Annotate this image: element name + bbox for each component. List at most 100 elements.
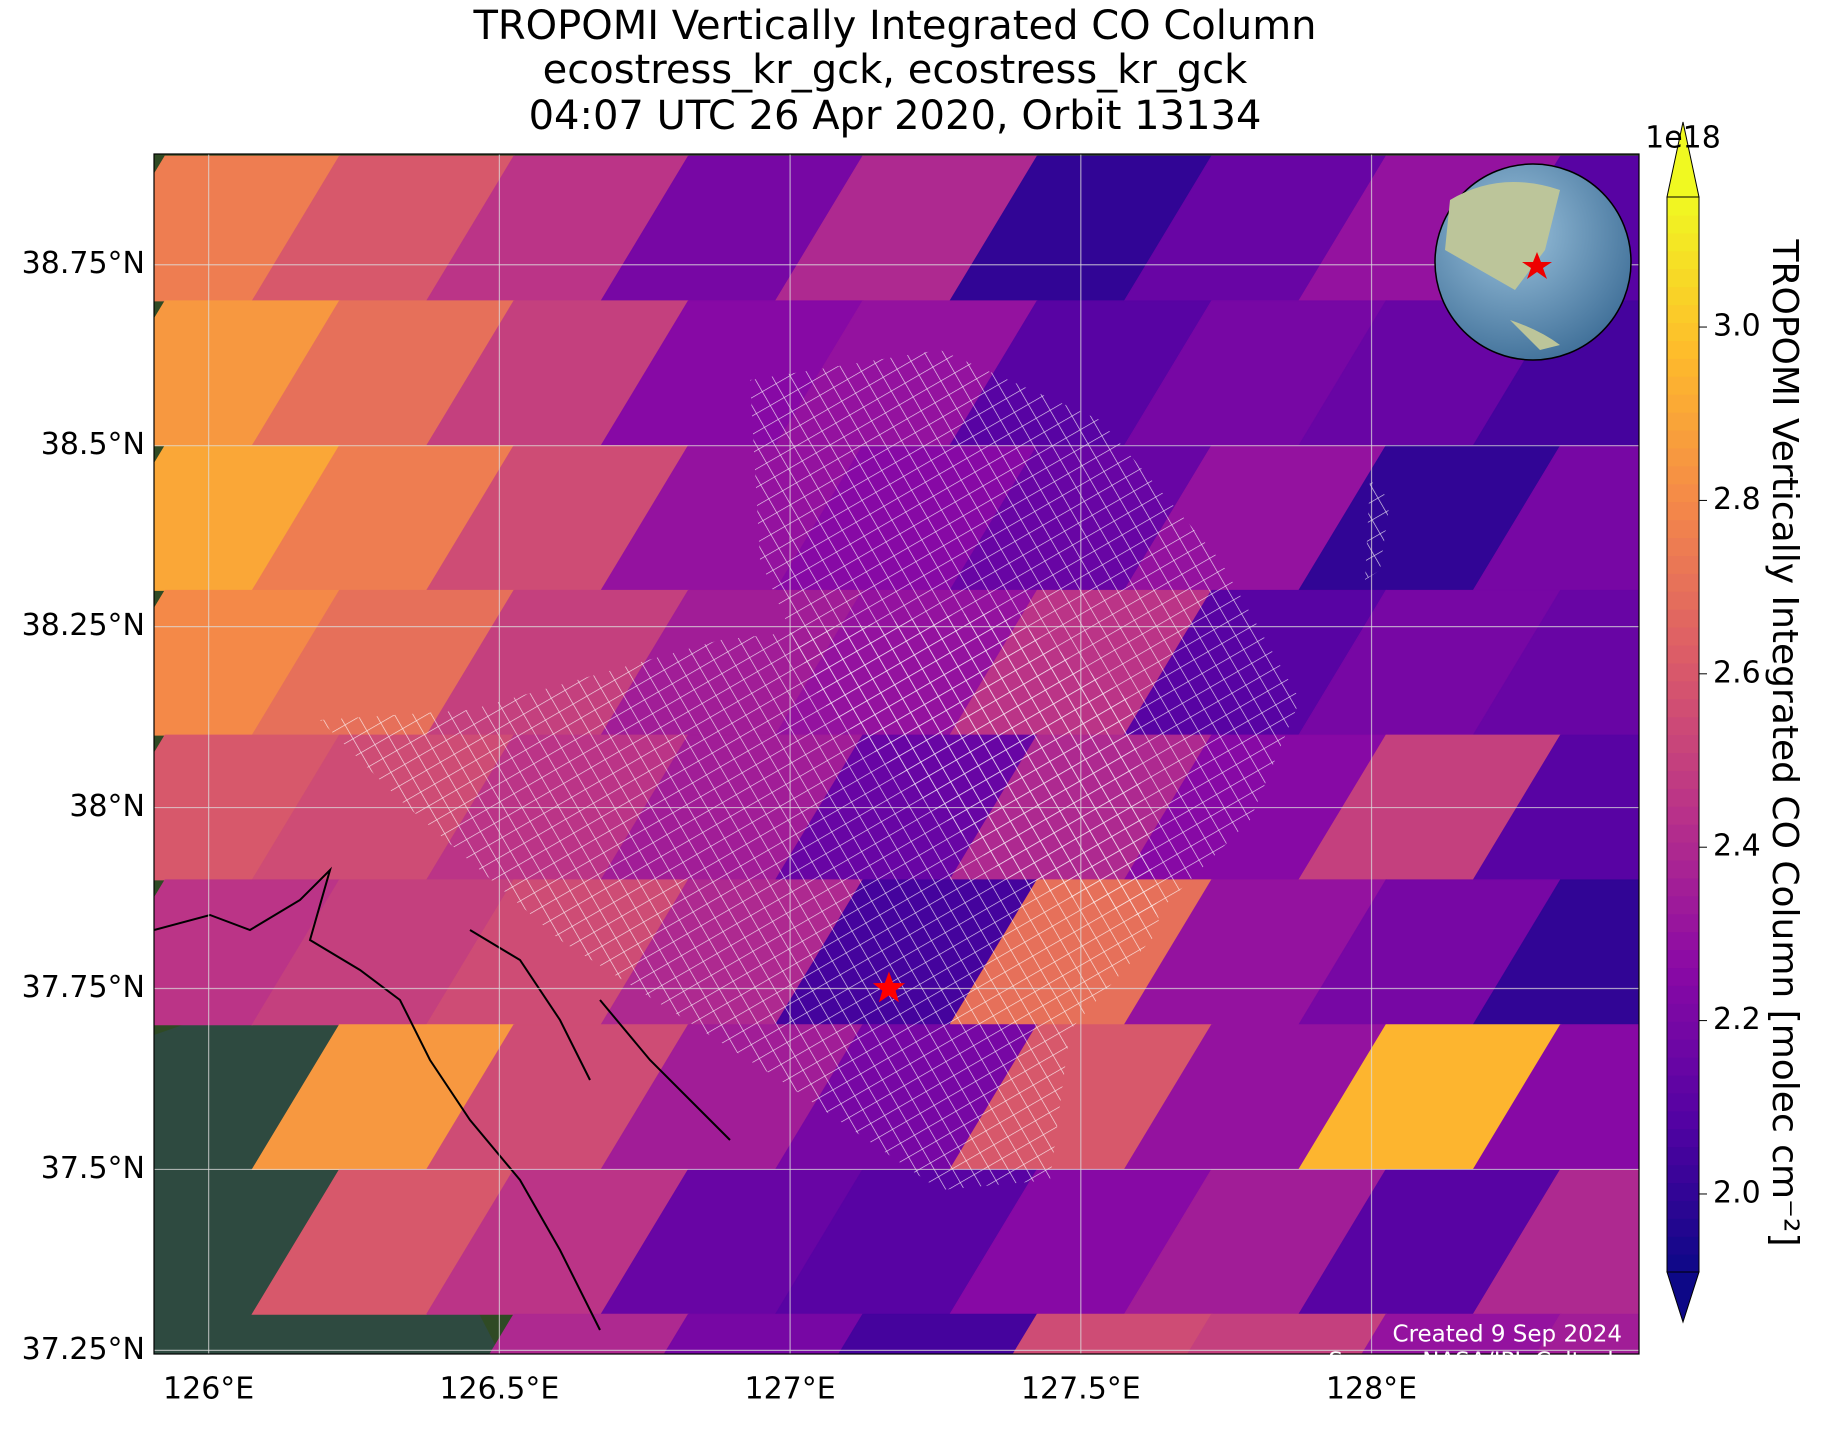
colorbar-extend-bottom — [1666, 1271, 1700, 1324]
cell — [838, 1313, 1039, 1354]
colorbar-segment — [1667, 197, 1699, 216]
cell — [663, 1313, 864, 1354]
inset-globe — [1434, 163, 1632, 361]
cell — [489, 1313, 690, 1354]
cell — [1361, 1313, 1562, 1354]
colorbar-segment — [1667, 501, 1699, 521]
colorbar-segment — [1667, 1200, 1699, 1219]
colorbar-segment — [1667, 322, 1699, 341]
colorbar-segment — [1667, 1057, 1699, 1076]
colorbar-segment — [1667, 877, 1699, 897]
colorbar-segment — [1667, 1182, 1699, 1201]
colorbar-segment — [1667, 1110, 1699, 1130]
colorbar-segment — [1667, 429, 1699, 449]
colorbar-tick-label: 2.6 — [1713, 655, 1761, 690]
title-line: 04:07 UTC 26 Apr 2020, Orbit 13134 — [529, 93, 1262, 139]
colorbar-tick-label: 2.4 — [1713, 829, 1761, 864]
colorbar-segment — [1667, 1074, 1699, 1094]
colorbar-segment — [1667, 698, 1699, 718]
colorbar-segment — [1667, 1164, 1699, 1184]
colorbar-segment — [1667, 1003, 1699, 1022]
colorbar-segment — [1667, 214, 1699, 234]
colorbar-segment — [1667, 1039, 1699, 1058]
colorbar-segment — [1667, 734, 1699, 754]
colorbar-segment — [1667, 842, 1699, 861]
colorbar-scale: 1e18 — [1645, 121, 1721, 156]
colorbar-segment — [1667, 412, 1699, 431]
colorbar-segment — [1667, 1092, 1699, 1112]
colorbar-tick-label: 2.0 — [1713, 1175, 1761, 1210]
colorbar-segment — [1667, 913, 1699, 933]
colorbar-tick-label: 3.0 — [1713, 309, 1761, 344]
coastline — [154, 866, 731, 1331]
colorbar-segment — [1667, 967, 1699, 986]
colorbar-frame — [1666, 196, 1700, 1273]
colorbar-segment — [1667, 680, 1699, 700]
y-tick-label: 37.5°N — [41, 1151, 145, 1186]
colorbar-segment — [1667, 788, 1699, 807]
colorbar: 2.0 2.2 2.4 2.6 2.8 3.0 — [1666, 121, 1761, 1324]
colorbar-segment — [1667, 949, 1699, 969]
colorbar-segment — [1667, 537, 1699, 556]
colorbar-segment — [1667, 859, 1699, 879]
colorbar-label: TROPOMI Vertically Integrated CO Column … — [1764, 238, 1805, 1246]
axis-ticks: 126°E 126.5°E 127°E 127.5°E 128°E 37.25°N 37.5… — [22, 246, 1417, 1406]
y-tick-label: 37.75°N — [22, 970, 145, 1005]
colorbar-segment — [1667, 752, 1699, 771]
colorbar-segment — [1667, 376, 1699, 395]
cell — [1472, 1024, 1639, 1170]
y-tick-label: 38°N — [69, 789, 145, 824]
colorbar-segment — [1667, 232, 1699, 252]
colorbar-segment — [1667, 483, 1699, 503]
colorbar-segment — [1667, 824, 1699, 843]
colorbar-segment — [1667, 268, 1699, 288]
colorbar-segment — [1667, 644, 1699, 664]
colorbar-segment — [1667, 555, 1699, 574]
map-frame — [153, 153, 1640, 1355]
colorbar-segment — [1667, 1128, 1699, 1148]
colorbar-segment — [1667, 1021, 1699, 1040]
title-line: ecostress_kr_gck, ecostress_kr_gck — [543, 47, 1248, 93]
y-tick-label: 38.25°N — [22, 608, 145, 643]
colorbar-segment — [1667, 447, 1699, 467]
colorbar-segment — [1667, 394, 1699, 413]
site-marker — [872, 971, 906, 1003]
colorbar-segment — [1667, 519, 1699, 539]
map-area — [154, 154, 1639, 1354]
cell — [1535, 1313, 1639, 1354]
colorbar-tick-label: 2.8 — [1713, 482, 1761, 517]
colorbar-segment — [1667, 465, 1699, 485]
colorbar-segment — [1667, 716, 1699, 736]
colorbar-segment — [1667, 358, 1699, 377]
colorbar-segment — [1667, 662, 1699, 682]
colorbar-segment — [1667, 985, 1699, 1004]
cell — [1472, 445, 1639, 591]
colorbar-segment — [1667, 286, 1699, 306]
cell — [1472, 1168, 1639, 1315]
colorbar-segment — [1667, 806, 1699, 825]
colorbar-segment — [1667, 627, 1699, 646]
cell — [1472, 300, 1639, 447]
colorbar-segment — [1667, 304, 1699, 324]
colorbar-segment — [1667, 250, 1699, 270]
y-tick-label: 38.5°N — [41, 427, 145, 462]
x-tick-label: 126.5°E — [439, 1372, 559, 1407]
colorbar-segment — [1667, 1236, 1699, 1255]
colorbar-segment — [1667, 591, 1699, 610]
colorbar-tick-label: 2.2 — [1713, 1002, 1761, 1037]
y-tick-label: 37.25°N — [22, 1332, 145, 1367]
cell — [1187, 1313, 1387, 1354]
y-tick-label: 38.75°N — [22, 246, 145, 281]
colorbar-segment — [1667, 609, 1699, 628]
title-line: TROPOMI Vertically Integrated CO Column — [472, 3, 1316, 49]
colorbar-segment — [1667, 770, 1699, 789]
cell — [1012, 1313, 1213, 1354]
colorbar-segment — [1667, 1218, 1699, 1237]
colorbar-segment — [1667, 573, 1699, 592]
colorbar-segment — [1667, 931, 1699, 951]
x-tick-label: 126°E — [163, 1372, 254, 1407]
x-tick-label: 127.5°E — [1021, 1372, 1141, 1407]
colorbar-segment — [1667, 1254, 1699, 1273]
footnote: Source: NASA/JPL-Caltech — [1328, 1349, 1622, 1375]
